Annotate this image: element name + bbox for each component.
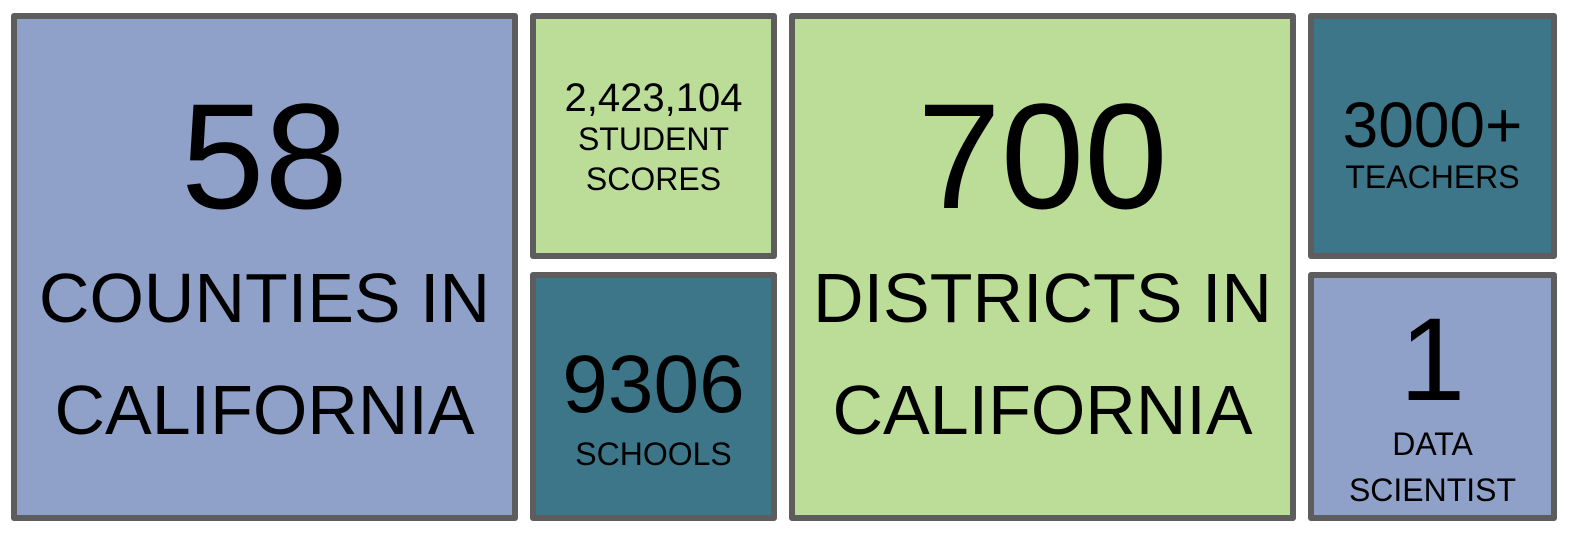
teachers-value: 3000+ — [1342, 89, 1523, 161]
schools-value: 9306 — [562, 338, 745, 430]
counties-value: 58 — [181, 72, 348, 240]
teachers-label: TEACHERS — [1345, 159, 1520, 195]
student-scores-tile: 2,423,104 STUDENT SCORES — [530, 13, 777, 259]
schools-label: SCHOOLS — [575, 435, 732, 472]
counties-tile: 58 COUNTIES IN CALIFORNIA — [11, 13, 518, 521]
data-scientist-label-line2: SCIENTIST — [1348, 471, 1517, 508]
districts-label-line2: CALIFORNIA — [832, 371, 1253, 449]
student-scores-value: 2,423,104 — [564, 76, 743, 120]
data-scientist-tile: 1 DATA SCIENTIST — [1308, 272, 1557, 521]
student-scores-label-line1: STUDENT — [577, 121, 730, 157]
counties-label-line1: COUNTIES IN — [38, 259, 491, 337]
counties-label-line2: CALIFORNIA — [54, 371, 475, 449]
student-scores-label-line2: SCORES — [585, 161, 722, 197]
districts-value: 700 — [917, 72, 1168, 240]
schools-tile: 9306 SCHOOLS — [530, 272, 777, 521]
data-scientist-label-line1: DATA — [1392, 425, 1473, 462]
districts-label-line1: DISTRICTS IN — [813, 259, 1272, 337]
districts-tile: 700 DISTRICTS IN CALIFORNIA — [789, 13, 1296, 521]
teachers-tile: 3000+ TEACHERS — [1308, 13, 1557, 259]
data-scientist-value: 1 — [1399, 293, 1466, 426]
